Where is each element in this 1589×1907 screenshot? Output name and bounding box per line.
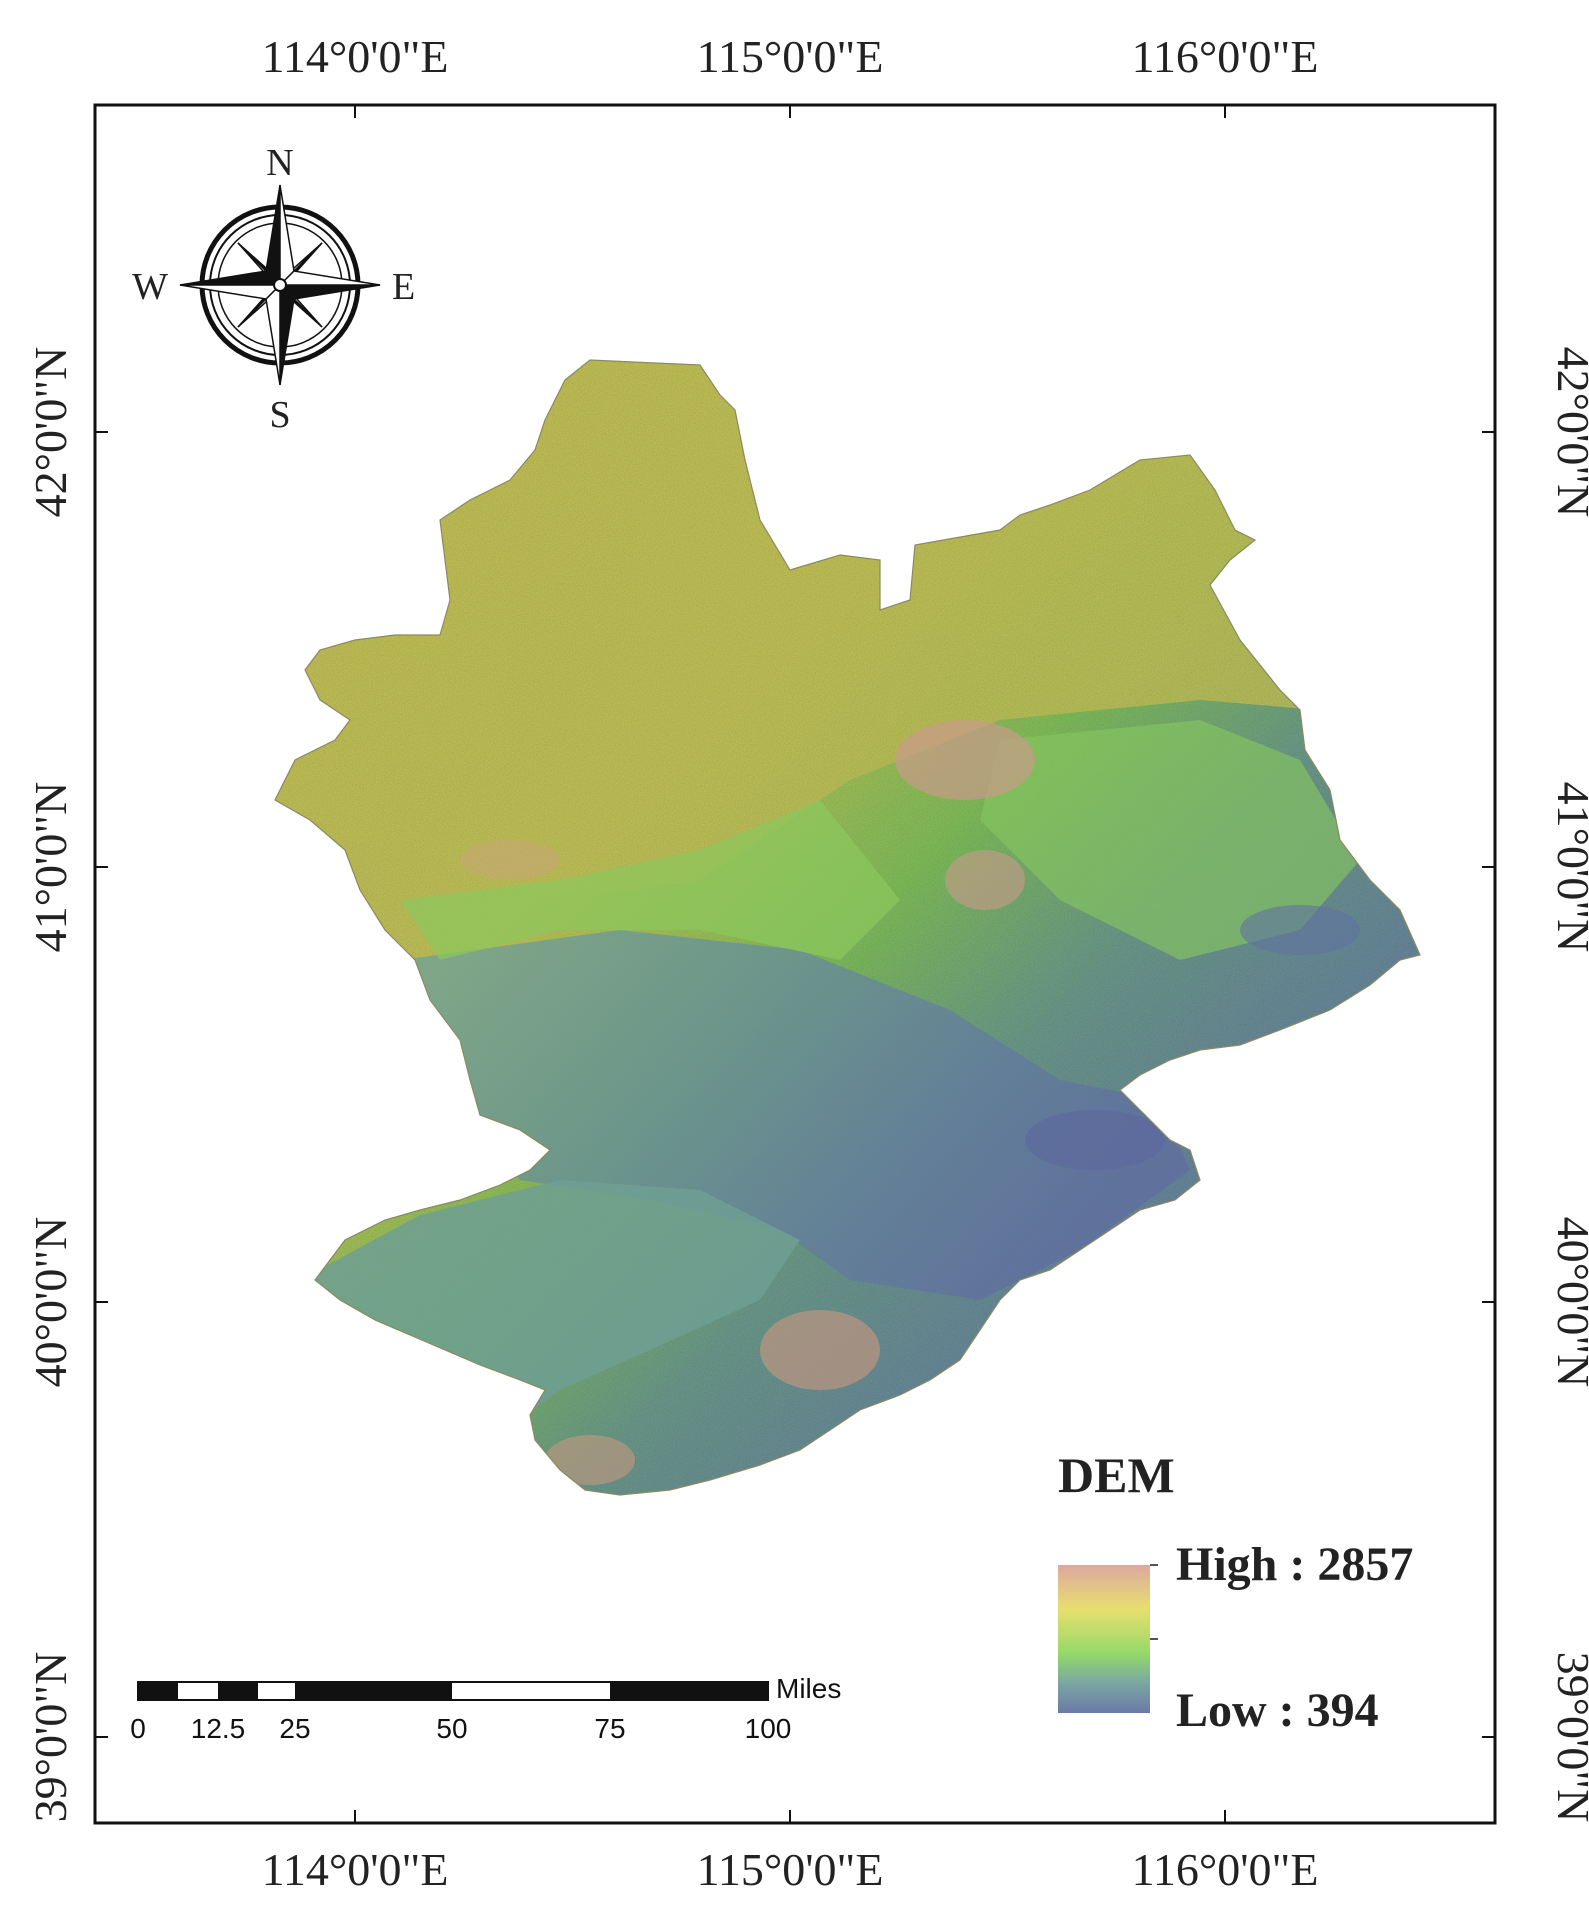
legend-title: DEM (1058, 1447, 1175, 1503)
scale-seg (610, 1682, 768, 1700)
compass-w-label: W (132, 266, 168, 308)
compass-n-label: N (266, 142, 293, 184)
compass-e-label: E (392, 266, 415, 308)
legend-color-ramp (1058, 1565, 1150, 1713)
scale-seg (138, 1682, 178, 1700)
bottom-tick-label: 114°0'0"E (262, 1844, 449, 1895)
top-tick-label: 114°0'0"E (262, 31, 449, 82)
scale-seg (218, 1682, 258, 1700)
compass-rose-icon: N S E W (132, 142, 415, 436)
graticule-ticks (95, 105, 1495, 1823)
scale-bar: Miles 0 12.5 25 50 75 100 (130, 1673, 841, 1744)
right-tick-label: 42°0'0"N (1548, 347, 1589, 518)
left-tick-label: 42°0'0"N (25, 347, 76, 518)
scale-label: 0 (130, 1713, 146, 1744)
right-tick-label: 39°0'0"N (1548, 1652, 1589, 1823)
right-tick-label: 40°0'0"N (1548, 1217, 1589, 1388)
scale-unit-label: Miles (776, 1673, 841, 1704)
bottom-tick-label: 116°0'0"E (1132, 1844, 1319, 1895)
legend: DEM High : 2857 Low : 394 (1058, 1447, 1413, 1737)
compass-s-label: S (269, 394, 290, 436)
left-tick-labels: 42°0'0"N 41°0'0"N 40°0'0"N 39°0'0"N (25, 347, 76, 1823)
right-tick-labels: 42°0'0"N 41°0'0"N 40°0'0"N 39°0'0"N (1548, 347, 1589, 1823)
scale-label: 12.5 (191, 1713, 246, 1744)
top-tick-label: 115°0'0"E (697, 31, 884, 82)
legend-high-label: High : 2857 (1176, 1538, 1413, 1591)
bottom-tick-label: 115°0'0"E (697, 1844, 884, 1895)
top-tick-label: 116°0'0"E (1132, 31, 1319, 82)
legend-low-label: Low : 394 (1176, 1684, 1379, 1737)
scale-label: 75 (594, 1713, 625, 1744)
bottom-tick-labels: 114°0'0"E 115°0'0"E 116°0'0"E (262, 1844, 1319, 1895)
scale-label: 25 (279, 1713, 310, 1744)
left-tick-label: 40°0'0"N (25, 1217, 76, 1388)
right-tick-label: 41°0'0"N (1548, 782, 1589, 953)
left-tick-label: 39°0'0"N (25, 1652, 76, 1823)
scale-label: 100 (745, 1713, 792, 1744)
scale-seg (295, 1682, 452, 1700)
left-tick-label: 41°0'0"N (25, 782, 76, 953)
scale-label: 50 (436, 1713, 467, 1744)
top-tick-labels: 114°0'0"E 115°0'0"E 116°0'0"E (262, 31, 1319, 82)
